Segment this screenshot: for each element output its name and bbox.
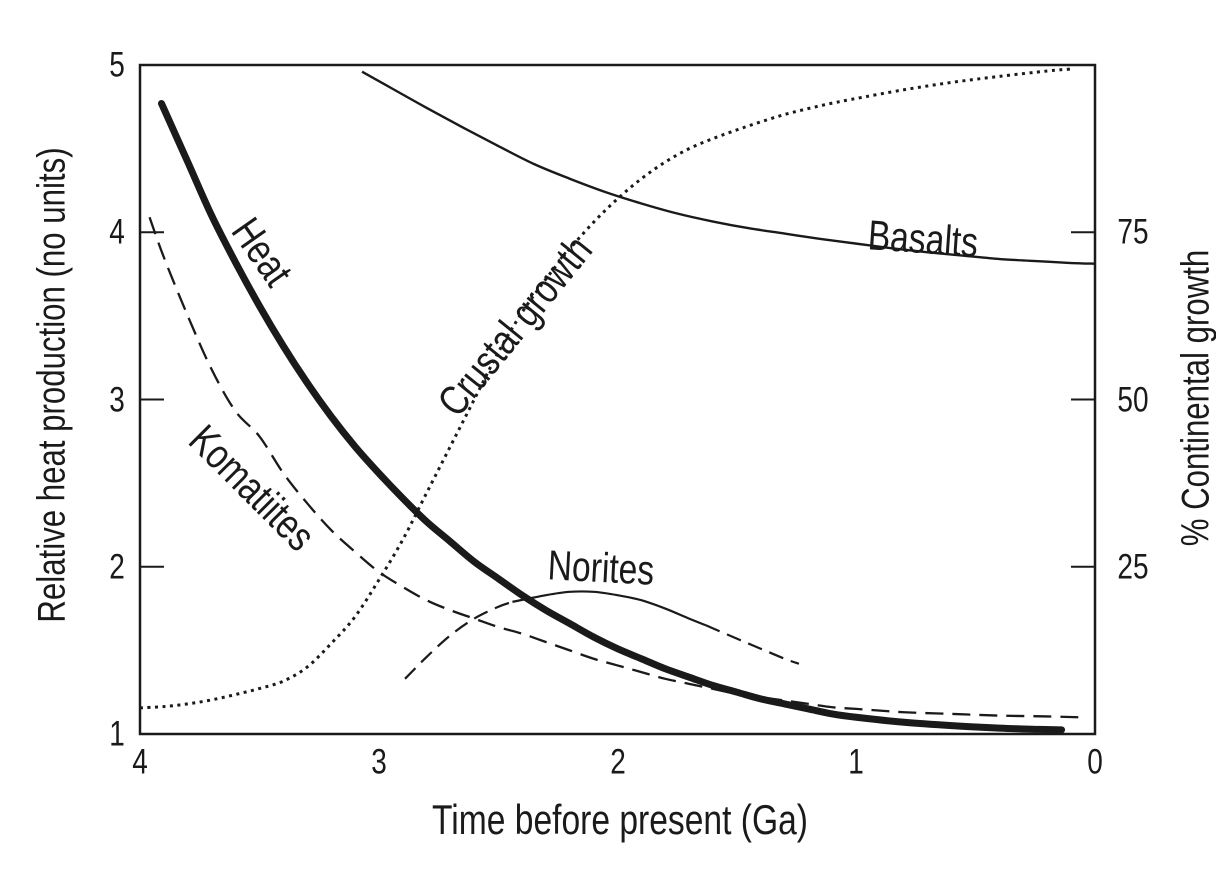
series-crustal-growth — [139, 67, 1072, 710]
plot-frame — [138, 63, 1097, 736]
series-norites-seg0 — [404, 600, 513, 680]
y-left-tick-label-1: 1 — [109, 714, 125, 754]
curve-label-basalts: Basalts — [866, 211, 980, 266]
y-axis-left-title: Relative heat production (no units) — [30, 147, 74, 623]
y-right-tick-label-50: 50 — [1117, 380, 1149, 419]
x-tick-label-2: 2 — [609, 742, 626, 782]
x-tick-label-0: 0 — [1087, 742, 1103, 782]
curve-label-norites: Norites — [546, 541, 656, 594]
y-axis-right-title: % Continental growth — [1174, 249, 1216, 547]
y-left-tick-label-4: 4 — [109, 212, 125, 252]
y-left-tick-label-5: 5 — [109, 45, 125, 85]
y-right-tick-label-25: 25 — [1117, 547, 1149, 587]
series-norites-seg2 — [705, 624, 800, 665]
series-basalts — [361, 70, 1096, 265]
series-heat — [157, 99, 1066, 734]
series-komatiites — [148, 216, 1081, 719]
x-tick-label-1: 1 — [848, 742, 865, 782]
x-tick-label-4: 4 — [132, 742, 148, 782]
y-left-tick-label-3: 3 — [109, 380, 125, 419]
series-norites-seg1 — [512, 590, 707, 627]
y-left-tick-label-2: 2 — [109, 547, 125, 587]
y-right-tick-label-75: 75 — [1117, 212, 1149, 252]
x-tick-label-3: 3 — [370, 742, 387, 782]
x-axis-title: Time before present (Ga) — [432, 796, 808, 843]
